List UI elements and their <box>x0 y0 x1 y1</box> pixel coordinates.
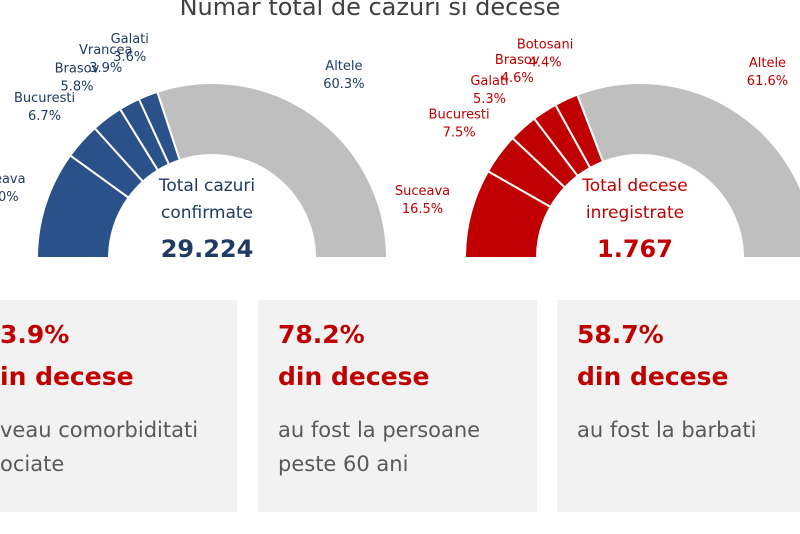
slice-value: 5.3% <box>473 92 506 107</box>
charts: Numar total de cazuri si decese Suceava 2… <box>0 0 800 263</box>
slice-name: Galati <box>111 32 149 47</box>
slice-name: Galati <box>470 74 508 89</box>
slice-value: 60.3% <box>323 77 364 92</box>
stat-text: ociate <box>0 452 65 476</box>
center-total: 1.767 <box>597 235 673 263</box>
stat-card: 3.9% in decese veau comorbiditati ociate <box>0 300 237 512</box>
slice-value: 3.9% <box>89 61 122 76</box>
stat-headline: in decese <box>0 362 134 391</box>
stat-text: veau comorbiditati <box>0 418 199 442</box>
slice-value: 6.7% <box>28 109 61 124</box>
slice <box>156 82 389 259</box>
slice-value: 16.5% <box>402 202 443 217</box>
slice-value: 3.6% <box>113 50 146 65</box>
slice-value: 7.5% <box>443 126 476 141</box>
slice-name: Altele <box>749 56 786 71</box>
slice-name: Bucuresti <box>429 108 490 123</box>
slice-name: Altele <box>325 59 362 74</box>
stat-headline: din decese <box>577 362 729 391</box>
slice-name: Bucuresti <box>14 91 75 106</box>
center-label: inregistrate <box>586 203 684 223</box>
slice-value: 5.8% <box>60 80 93 95</box>
stat-headline: din decese <box>278 362 430 391</box>
center-total: 29.224 <box>161 235 254 263</box>
slice-name: Brasov <box>495 53 540 68</box>
stat-value: 3.9% <box>0 320 70 349</box>
center-label: Total cazuri <box>158 176 255 196</box>
stat-card: 58.7% din decese au fost la barbati <box>557 300 800 512</box>
slice-value: 20.0% <box>0 190 19 205</box>
slice-name: Botosani <box>517 38 574 53</box>
stat-text: peste 60 ani <box>278 452 409 476</box>
stat-value: 78.2% <box>278 320 365 349</box>
title: Numar total de cazuri si decese <box>180 0 561 21</box>
stat-text: au fost la barbati <box>577 418 757 442</box>
stat-text: au fost la persoane <box>278 418 481 442</box>
slice <box>576 82 800 259</box>
slice-name: Suceava <box>395 184 450 199</box>
center-label: confirmate <box>161 203 253 223</box>
slice-name: Brasov <box>55 62 100 77</box>
slice-value: 61.6% <box>747 74 788 89</box>
center-label: Total decese <box>581 176 687 196</box>
slice-value: 4.4% <box>529 56 562 71</box>
slice-value: 4.6% <box>501 71 534 86</box>
slice-name: Vrancea <box>79 43 133 58</box>
stat-card: 78.2% din decese au fost la persoane peste … <box>258 300 537 512</box>
stat-value: 58.7% <box>577 320 664 349</box>
slice-name: Suceava <box>0 172 26 187</box>
